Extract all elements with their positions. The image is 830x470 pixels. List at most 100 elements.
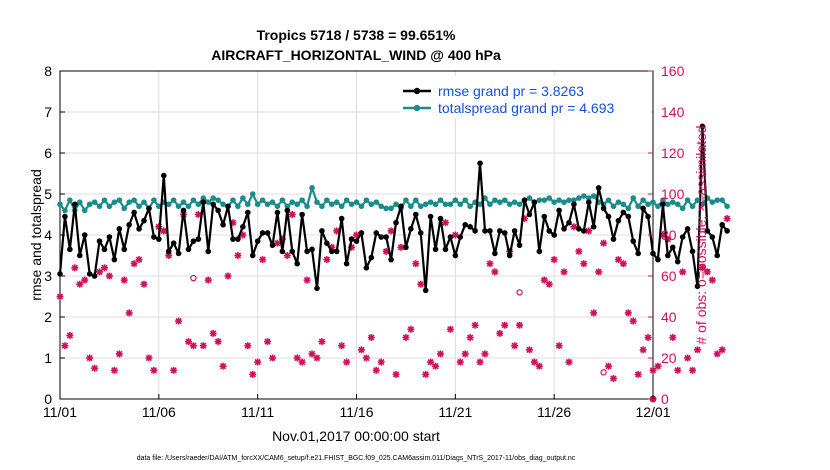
rmse-point: [111, 256, 118, 263]
obs-mark-stroke: [635, 371, 642, 378]
obs-mark-stroke: [185, 338, 192, 345]
obs-mark-stroke: [200, 342, 207, 349]
rmse-point: [581, 228, 587, 234]
x-tick-label: 12/01: [635, 404, 670, 420]
totalspread-point: [408, 203, 414, 210]
obs-mark-stroke: [96, 268, 103, 276]
obs-assimilated-point: [110, 366, 118, 374]
rmse-point: [482, 228, 488, 234]
obs-assimilated-point: [293, 354, 301, 362]
obs-assimilated-point: [66, 331, 74, 339]
obs-mark-stroke: [560, 268, 568, 276]
footnote: data file: /Users/raeder/DAI/ATM_forcXX/…: [137, 455, 576, 462]
obs-mark-stroke: [679, 268, 686, 276]
obs-mark-stroke: [210, 330, 217, 337]
totalspread-point: [422, 201, 429, 208]
totalspread-point: [200, 195, 207, 201]
obs-assimilated-point: [100, 264, 108, 272]
totalspread-point: [669, 199, 676, 205]
rmse-point: [590, 224, 597, 230]
y-tick-label-right: 100: [661, 186, 685, 202]
totalspread-point: [403, 197, 409, 203]
rmse-point: [521, 197, 528, 203]
totalspread-point: [497, 199, 503, 205]
rmse-point: [91, 273, 98, 279]
y-tick-label-right: 140: [661, 104, 685, 120]
obs-assimilated-point: [689, 366, 697, 374]
obs-possible-point: [516, 289, 523, 296]
totalspread-point: [452, 197, 459, 203]
legend: rmse grand pr = 3.8263 totalspread grand…: [400, 76, 652, 118]
obs-mark-stroke: [620, 260, 627, 267]
obs-mark-stroke: [289, 211, 296, 218]
obs-mark-stroke: [61, 342, 69, 349]
obs-mark-stroke: [555, 342, 563, 349]
totalspread-point: [571, 197, 577, 203]
totalspread-point: [131, 197, 137, 203]
obs-mark-stroke: [303, 276, 311, 284]
obs-assimilated-point: [150, 366, 158, 374]
totalspread-point: [343, 197, 350, 203]
rmse-point: [319, 228, 325, 234]
rmse-point: [378, 234, 385, 240]
obs-assimilated-point: [86, 354, 94, 362]
obs-assimilated-point: [184, 338, 192, 346]
obs-assimilated-point: [318, 338, 326, 346]
obs-assimilated-point: [288, 211, 296, 218]
rmse-point: [704, 228, 711, 234]
obs-assimilated-point: [550, 256, 558, 264]
totalspread-point: [526, 195, 533, 201]
totalspread-point: [259, 197, 266, 203]
rmse-point: [566, 219, 572, 226]
obs-assimilated-point: [570, 223, 578, 231]
obs-mark-stroke: [610, 375, 617, 382]
totalspread-point: [724, 203, 730, 210]
obs-assimilated-point: [96, 268, 104, 276]
totalspread-point: [635, 203, 641, 210]
rmse-point: [511, 228, 518, 234]
totalspread-point: [76, 199, 83, 205]
obs-mark-stroke: [378, 358, 385, 366]
y-tick-label: 4: [44, 227, 52, 243]
totalspread-point: [62, 207, 68, 214]
rmse-point: [674, 258, 681, 265]
obs-mark-stroke: [111, 367, 118, 374]
rmse-point: [324, 240, 330, 246]
totalspread-point: [689, 203, 696, 210]
totalspread-point: [244, 201, 251, 208]
rmse-point: [630, 238, 637, 244]
obs-mark-stroke: [704, 268, 711, 276]
rmse-point: [220, 221, 226, 228]
rmse-point: [165, 248, 172, 255]
rmse-point: [561, 226, 567, 232]
obs-assimilated-point: [427, 358, 435, 366]
obs-mark-stroke: [121, 276, 128, 284]
totalspread-point: [660, 197, 666, 203]
rmse-point: [259, 230, 266, 236]
rmse-point: [432, 246, 439, 253]
obs-mark-stroke: [175, 317, 182, 325]
obs-mark-stroke: [516, 322, 523, 329]
obs-mark-stroke: [333, 227, 340, 235]
totalspread-point: [111, 199, 118, 205]
rmse-point: [190, 238, 197, 244]
rmse-point: [417, 230, 424, 236]
obs-assimilated-point: [392, 370, 400, 378]
obs-assimilated-point: [703, 268, 711, 276]
obs-assimilated-point: [451, 231, 459, 239]
obs-assimilated-point: [441, 219, 449, 227]
obs-assimilated-point: [679, 268, 687, 276]
obs-mark-stroke: [486, 260, 494, 267]
totalspread-point: [319, 203, 325, 210]
obs-mark-stroke: [318, 338, 326, 345]
totalspread-point: [615, 199, 622, 205]
obs-assimilated-point: [624, 309, 632, 317]
obs-assimilated-point: [91, 364, 99, 372]
obs-assimilated-point: [387, 227, 395, 235]
totalspread-point: [121, 205, 128, 212]
rmse-point: [126, 221, 132, 228]
obs-mark-stroke: [630, 317, 637, 325]
obs-assimilated-point: [140, 280, 148, 288]
y-tick-label-right: 20: [661, 350, 677, 366]
totalspread-point: [462, 197, 469, 203]
